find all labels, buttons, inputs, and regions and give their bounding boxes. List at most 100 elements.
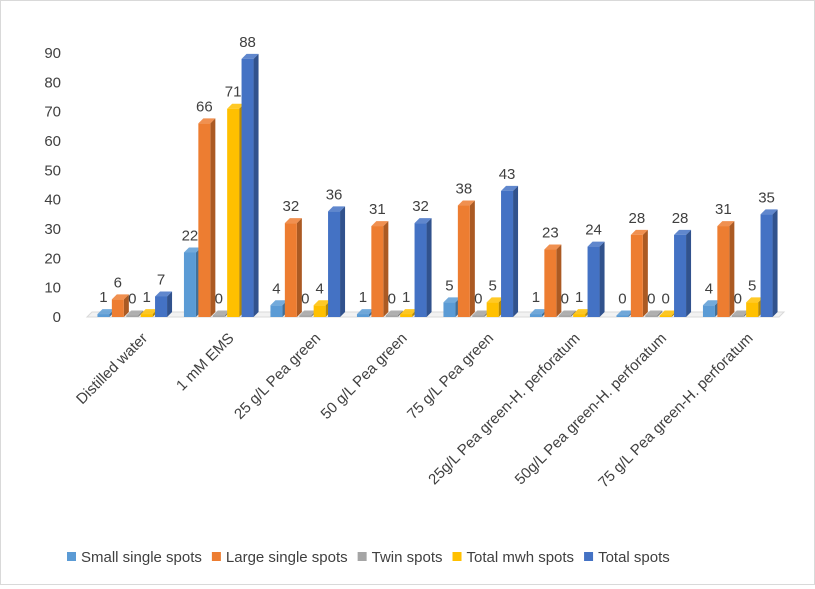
data-label: 0 (474, 291, 482, 308)
legend-swatch (357, 552, 367, 561)
bar-front-face (299, 315, 312, 317)
bar-side-face (729, 221, 735, 317)
y-tick-label: 0 (53, 309, 61, 326)
bar-side-face (772, 209, 778, 317)
bar-front-face (356, 314, 369, 317)
bar-side-face (599, 241, 605, 317)
bar (645, 310, 663, 317)
data-label: 1 (99, 289, 107, 306)
bar-front-face (529, 314, 542, 317)
bar-front-face (183, 252, 196, 317)
bar (284, 218, 302, 317)
bar-side-face (642, 229, 648, 317)
bar (371, 221, 389, 317)
x-category-label: 1 mM EMS (173, 330, 237, 394)
data-label: 22 (182, 227, 199, 244)
y-axis: 0 10 20 30 40 50 60 70 80 90 (44, 45, 61, 326)
data-label: 6 (114, 274, 122, 291)
data-label: 1 (402, 289, 410, 306)
data-label: 0 (734, 291, 742, 308)
data-label: 4 (272, 280, 280, 297)
bar (111, 294, 129, 317)
bar (501, 185, 519, 317)
legend-swatch (584, 552, 594, 561)
y-tick-label: 40 (44, 192, 61, 209)
data-label: 43 (499, 166, 516, 183)
data-label: 0 (215, 291, 223, 308)
bar-top-face (111, 294, 129, 300)
bar-top-face (674, 229, 692, 235)
bar-top-face (385, 310, 403, 316)
x-category-label: 25g/L Pea green-H. perforatum (425, 330, 583, 488)
legend-item: Total mwh spots (452, 549, 574, 566)
bar-side-face (469, 200, 475, 317)
bar (558, 310, 576, 317)
legend-label: Total spots (598, 549, 670, 566)
data-label: 1 (532, 289, 540, 306)
bar-top-face (313, 300, 331, 306)
bar (414, 218, 432, 317)
bar-side-face (383, 221, 389, 317)
data-label: 0 (647, 291, 655, 308)
legend: Small single spots Large single spots Twin… (67, 549, 670, 566)
x-category-label: Distilled water (73, 330, 151, 408)
bar (674, 229, 692, 317)
data-label: 1 (142, 289, 150, 306)
y-tick-label: 50 (44, 162, 61, 179)
bar (241, 53, 259, 317)
x-category-label: 50 g/L Pea green (318, 330, 411, 423)
bar (457, 200, 475, 317)
data-label: 66 (196, 98, 213, 115)
bar (385, 310, 403, 317)
legend-item: Twin spots (357, 549, 443, 566)
x-category-label: 25 g/L Pea green (231, 330, 324, 423)
bar-top-face (126, 310, 144, 316)
bar-front-face (760, 214, 773, 317)
bar-side-face (296, 218, 302, 317)
y-tick-label: 80 (44, 74, 61, 91)
x-category-label: 75 g/L Pea green (404, 330, 497, 423)
bar (155, 291, 173, 317)
bar-top-face (299, 310, 317, 316)
y-tick-label: 10 (44, 280, 61, 297)
data-label: 32 (283, 198, 300, 215)
bar-front-face (486, 302, 499, 317)
data-label: 5 (488, 277, 496, 294)
bar-side-face (167, 291, 173, 317)
data-label: 31 (715, 201, 732, 218)
bar-front-face (126, 315, 139, 317)
data-label: 1 (359, 289, 367, 306)
bar-front-face (371, 226, 384, 317)
bar-top-face (241, 53, 259, 59)
bar-front-face (328, 211, 341, 317)
bar-side-face (253, 53, 259, 317)
bar-front-face (457, 205, 470, 317)
data-label: 0 (388, 291, 396, 308)
bar-side-face (657, 310, 663, 317)
bar-side-face (570, 310, 576, 317)
bar (587, 241, 605, 317)
legend-label: Small single spots (81, 549, 202, 566)
legend-label: Twin spots (372, 549, 443, 566)
bars-layer (97, 53, 778, 318)
data-label: 0 (561, 291, 569, 308)
bar-top-face (717, 221, 735, 227)
bar-front-face (227, 108, 240, 317)
data-label: 38 (456, 181, 473, 198)
bar-top-face (731, 310, 749, 316)
y-tick-label: 20 (44, 250, 61, 267)
bar-top-face (746, 297, 764, 303)
bar-top-face (356, 309, 374, 315)
bar (328, 206, 346, 317)
bar-top-face (414, 218, 432, 224)
data-label: 32 (412, 198, 429, 215)
bar-side-face (556, 244, 562, 317)
data-label: 24 (585, 222, 602, 239)
bar-top-face (659, 310, 677, 316)
bar-top-face (328, 206, 346, 212)
x-category-label: 75 g/L Pea green-H. perforatum (595, 330, 756, 491)
bar-top-face (616, 310, 634, 316)
data-label: 36 (326, 186, 343, 203)
